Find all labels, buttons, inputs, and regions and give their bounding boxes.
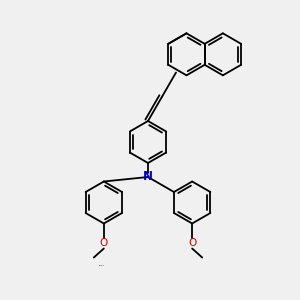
Text: O: O [100, 238, 108, 248]
Text: O: O [188, 238, 196, 248]
Text: methoxy: methoxy [99, 264, 105, 266]
Text: N: N [143, 170, 153, 184]
